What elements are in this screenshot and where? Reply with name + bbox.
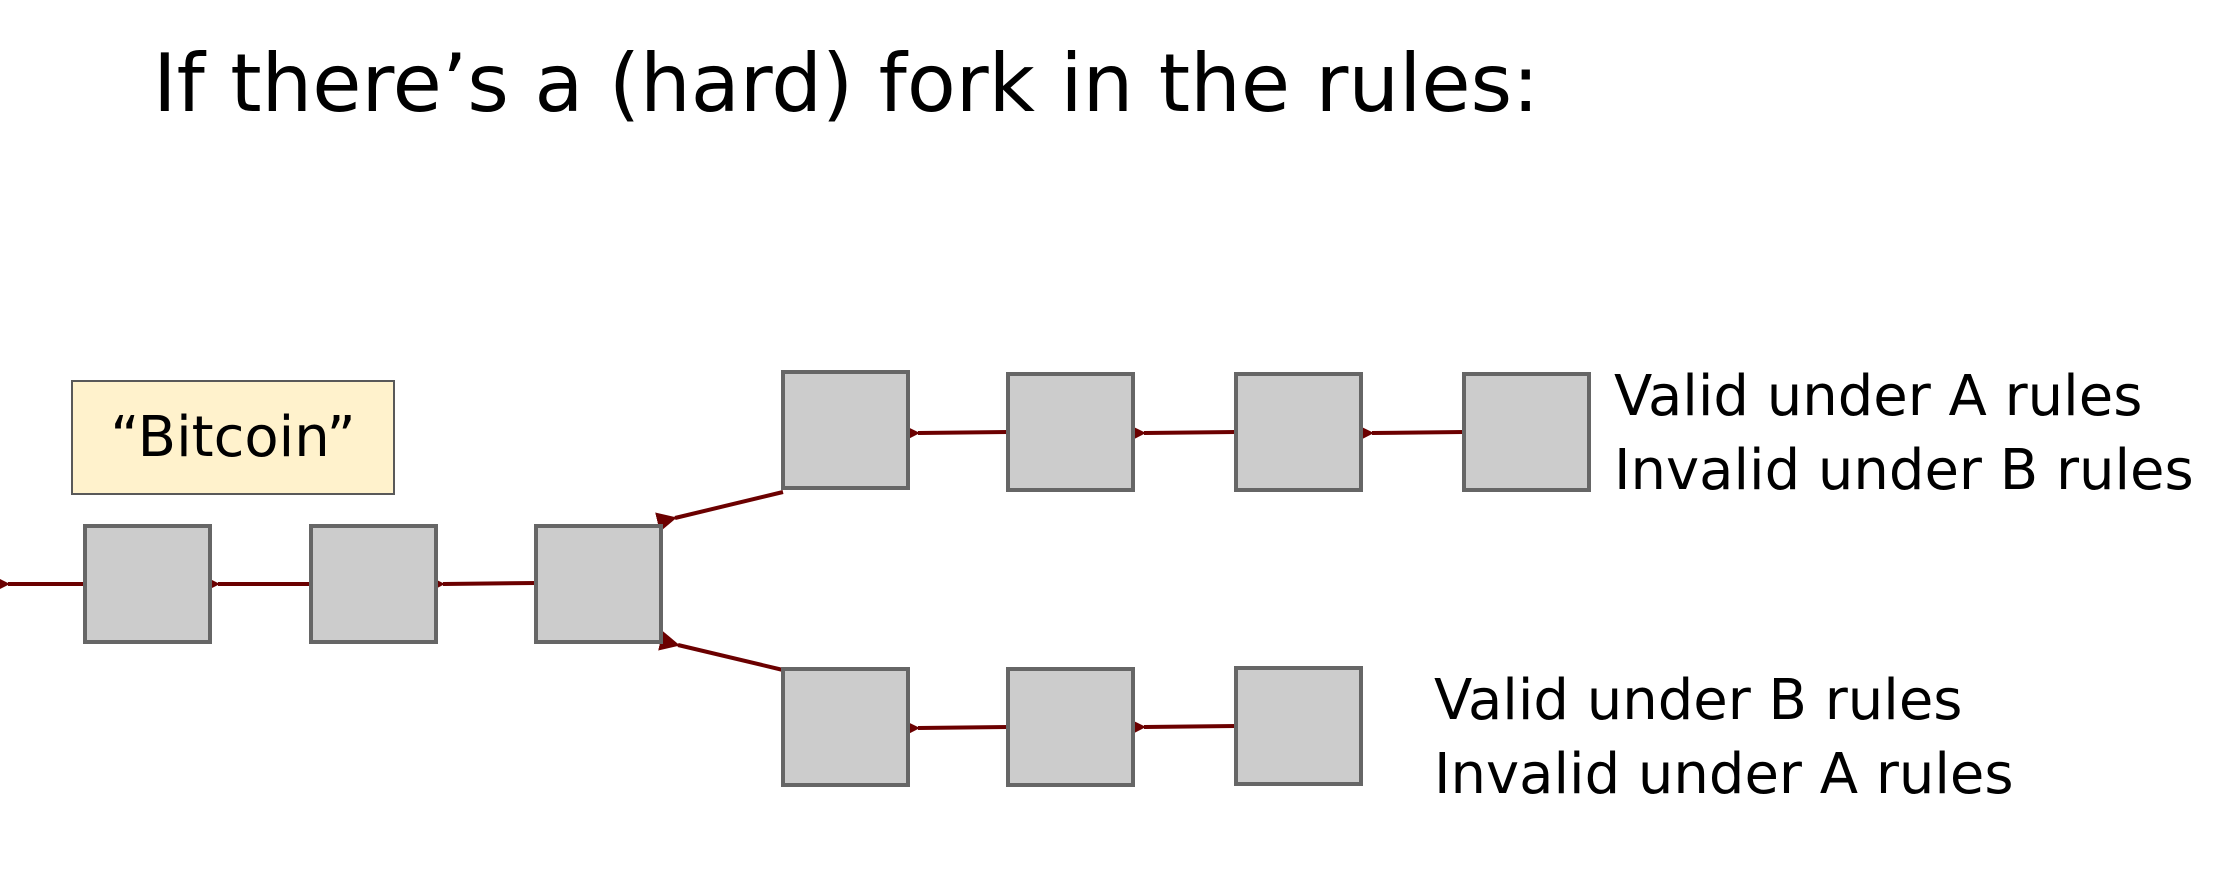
branch-a-block-3 — [1234, 372, 1363, 492]
branch-b-block-1 — [781, 667, 910, 787]
branch-a-block-1 — [781, 370, 910, 490]
branch-a-label: Valid under A rules Invalid under B rule… — [1614, 360, 2194, 508]
branch-a-arrow-3 — [1353, 423, 1465, 444]
bitcoin-callout-label: “Bitcoin” — [110, 405, 356, 470]
branch-a-arrow-1 — [899, 423, 1009, 444]
chain-block-3 — [534, 524, 663, 644]
branch-a-label-line2: Invalid under B rules — [1614, 438, 2194, 503]
bitcoin-callout: “Bitcoin” — [71, 380, 395, 495]
chain-block-1 — [83, 524, 212, 644]
fork-arrow-b — [658, 631, 784, 672]
branch-b-block-2 — [1006, 667, 1135, 787]
branch-a-arrow-2 — [1125, 423, 1237, 444]
branch-b-label: Valid under B rules Invalid under A rule… — [1434, 664, 2014, 812]
branch-a-block-4 — [1462, 372, 1591, 492]
branch-b-block-3 — [1234, 666, 1363, 786]
branch-b-label-line2: Invalid under A rules — [1434, 742, 2014, 807]
branch-a-label-line1: Valid under A rules — [1614, 364, 2143, 429]
branch-a-block-2 — [1006, 372, 1135, 492]
branch-b-arrow-2 — [1125, 717, 1237, 738]
branch-b-arrow-1 — [899, 718, 1009, 739]
branch-b-label-line1: Valid under B rules — [1434, 668, 1963, 733]
chain-arrow-2 — [424, 574, 537, 595]
chain-block-2 — [309, 524, 438, 644]
slide-title: If there’s a (hard) fork in the rules: — [153, 37, 1540, 130]
fork-arrow-a — [655, 490, 784, 532]
